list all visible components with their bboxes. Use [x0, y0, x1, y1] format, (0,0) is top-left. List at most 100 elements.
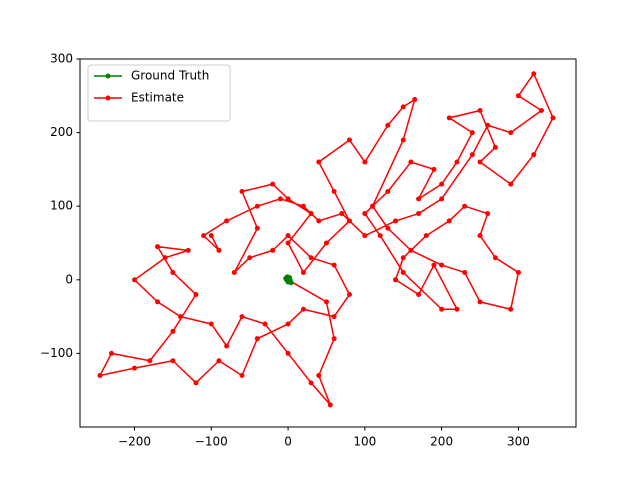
point [385, 122, 391, 128]
point [247, 255, 253, 261]
point [485, 211, 491, 217]
legend-label: Estimate [131, 91, 184, 105]
point [439, 196, 445, 202]
point [538, 108, 544, 114]
point [155, 299, 161, 305]
point [108, 350, 114, 356]
point [97, 372, 103, 378]
point [285, 321, 291, 327]
point [492, 255, 498, 261]
point [132, 365, 138, 371]
point [508, 130, 514, 136]
series [283, 274, 294, 286]
point [346, 218, 352, 224]
x-tick-label: −100 [195, 435, 228, 449]
point [385, 188, 391, 194]
x-tick-label: 200 [430, 435, 453, 449]
point [469, 152, 475, 158]
point [208, 233, 214, 239]
point [262, 321, 268, 327]
point [439, 262, 445, 268]
point [531, 71, 537, 77]
point [224, 343, 230, 349]
point [416, 292, 422, 298]
point [254, 336, 260, 342]
point [239, 314, 245, 320]
point [316, 159, 322, 165]
point [300, 269, 306, 275]
point [346, 137, 352, 143]
legend: Ground Truth Estimate [87, 64, 231, 122]
point [285, 240, 291, 246]
point [393, 277, 399, 283]
point [270, 247, 276, 253]
point [446, 218, 452, 224]
point [285, 233, 291, 239]
point [170, 358, 176, 364]
legend-marker [105, 73, 111, 79]
point [216, 358, 222, 364]
point [254, 203, 260, 209]
x-tick-label: 0 [284, 435, 292, 449]
point [412, 96, 418, 102]
point [492, 144, 498, 150]
point [193, 380, 199, 386]
point [201, 233, 207, 239]
point [327, 402, 333, 408]
point [362, 233, 368, 239]
point [370, 203, 376, 209]
point [462, 269, 468, 275]
y-tick-label: 0 [65, 272, 73, 286]
point [550, 115, 556, 121]
point [477, 299, 483, 305]
point [270, 181, 276, 187]
point [285, 196, 291, 202]
point [170, 328, 176, 334]
point [277, 196, 283, 202]
point [515, 269, 521, 275]
point [331, 314, 337, 320]
point [400, 137, 406, 143]
x-tick-label: 300 [507, 435, 530, 449]
point [393, 218, 399, 224]
y-tick-label: −100 [40, 346, 73, 360]
point [423, 233, 429, 239]
point [178, 314, 184, 320]
point [446, 115, 452, 121]
point [416, 196, 422, 202]
y-tick-label: 100 [50, 199, 73, 213]
point [331, 262, 337, 268]
point [469, 130, 475, 136]
point [400, 269, 406, 275]
point [254, 225, 260, 231]
y-tick-label: 200 [50, 125, 73, 139]
point [155, 244, 161, 250]
point [300, 306, 306, 312]
point [454, 159, 460, 165]
point [285, 350, 291, 356]
point [377, 233, 383, 239]
point [147, 358, 153, 364]
point [362, 159, 368, 165]
point [408, 159, 414, 165]
point [216, 247, 222, 253]
point [331, 336, 337, 342]
point [508, 181, 514, 187]
point [308, 255, 314, 261]
point [323, 299, 329, 305]
point [193, 292, 199, 298]
point [531, 152, 537, 158]
point [515, 93, 521, 99]
point [477, 233, 483, 239]
point [284, 274, 290, 280]
y-tick-label: 300 [50, 52, 73, 66]
point [439, 181, 445, 187]
legend-label: Ground Truth [131, 69, 209, 83]
point [316, 372, 322, 378]
point [431, 262, 437, 268]
point [362, 211, 368, 217]
point [132, 277, 138, 283]
point [416, 211, 422, 217]
